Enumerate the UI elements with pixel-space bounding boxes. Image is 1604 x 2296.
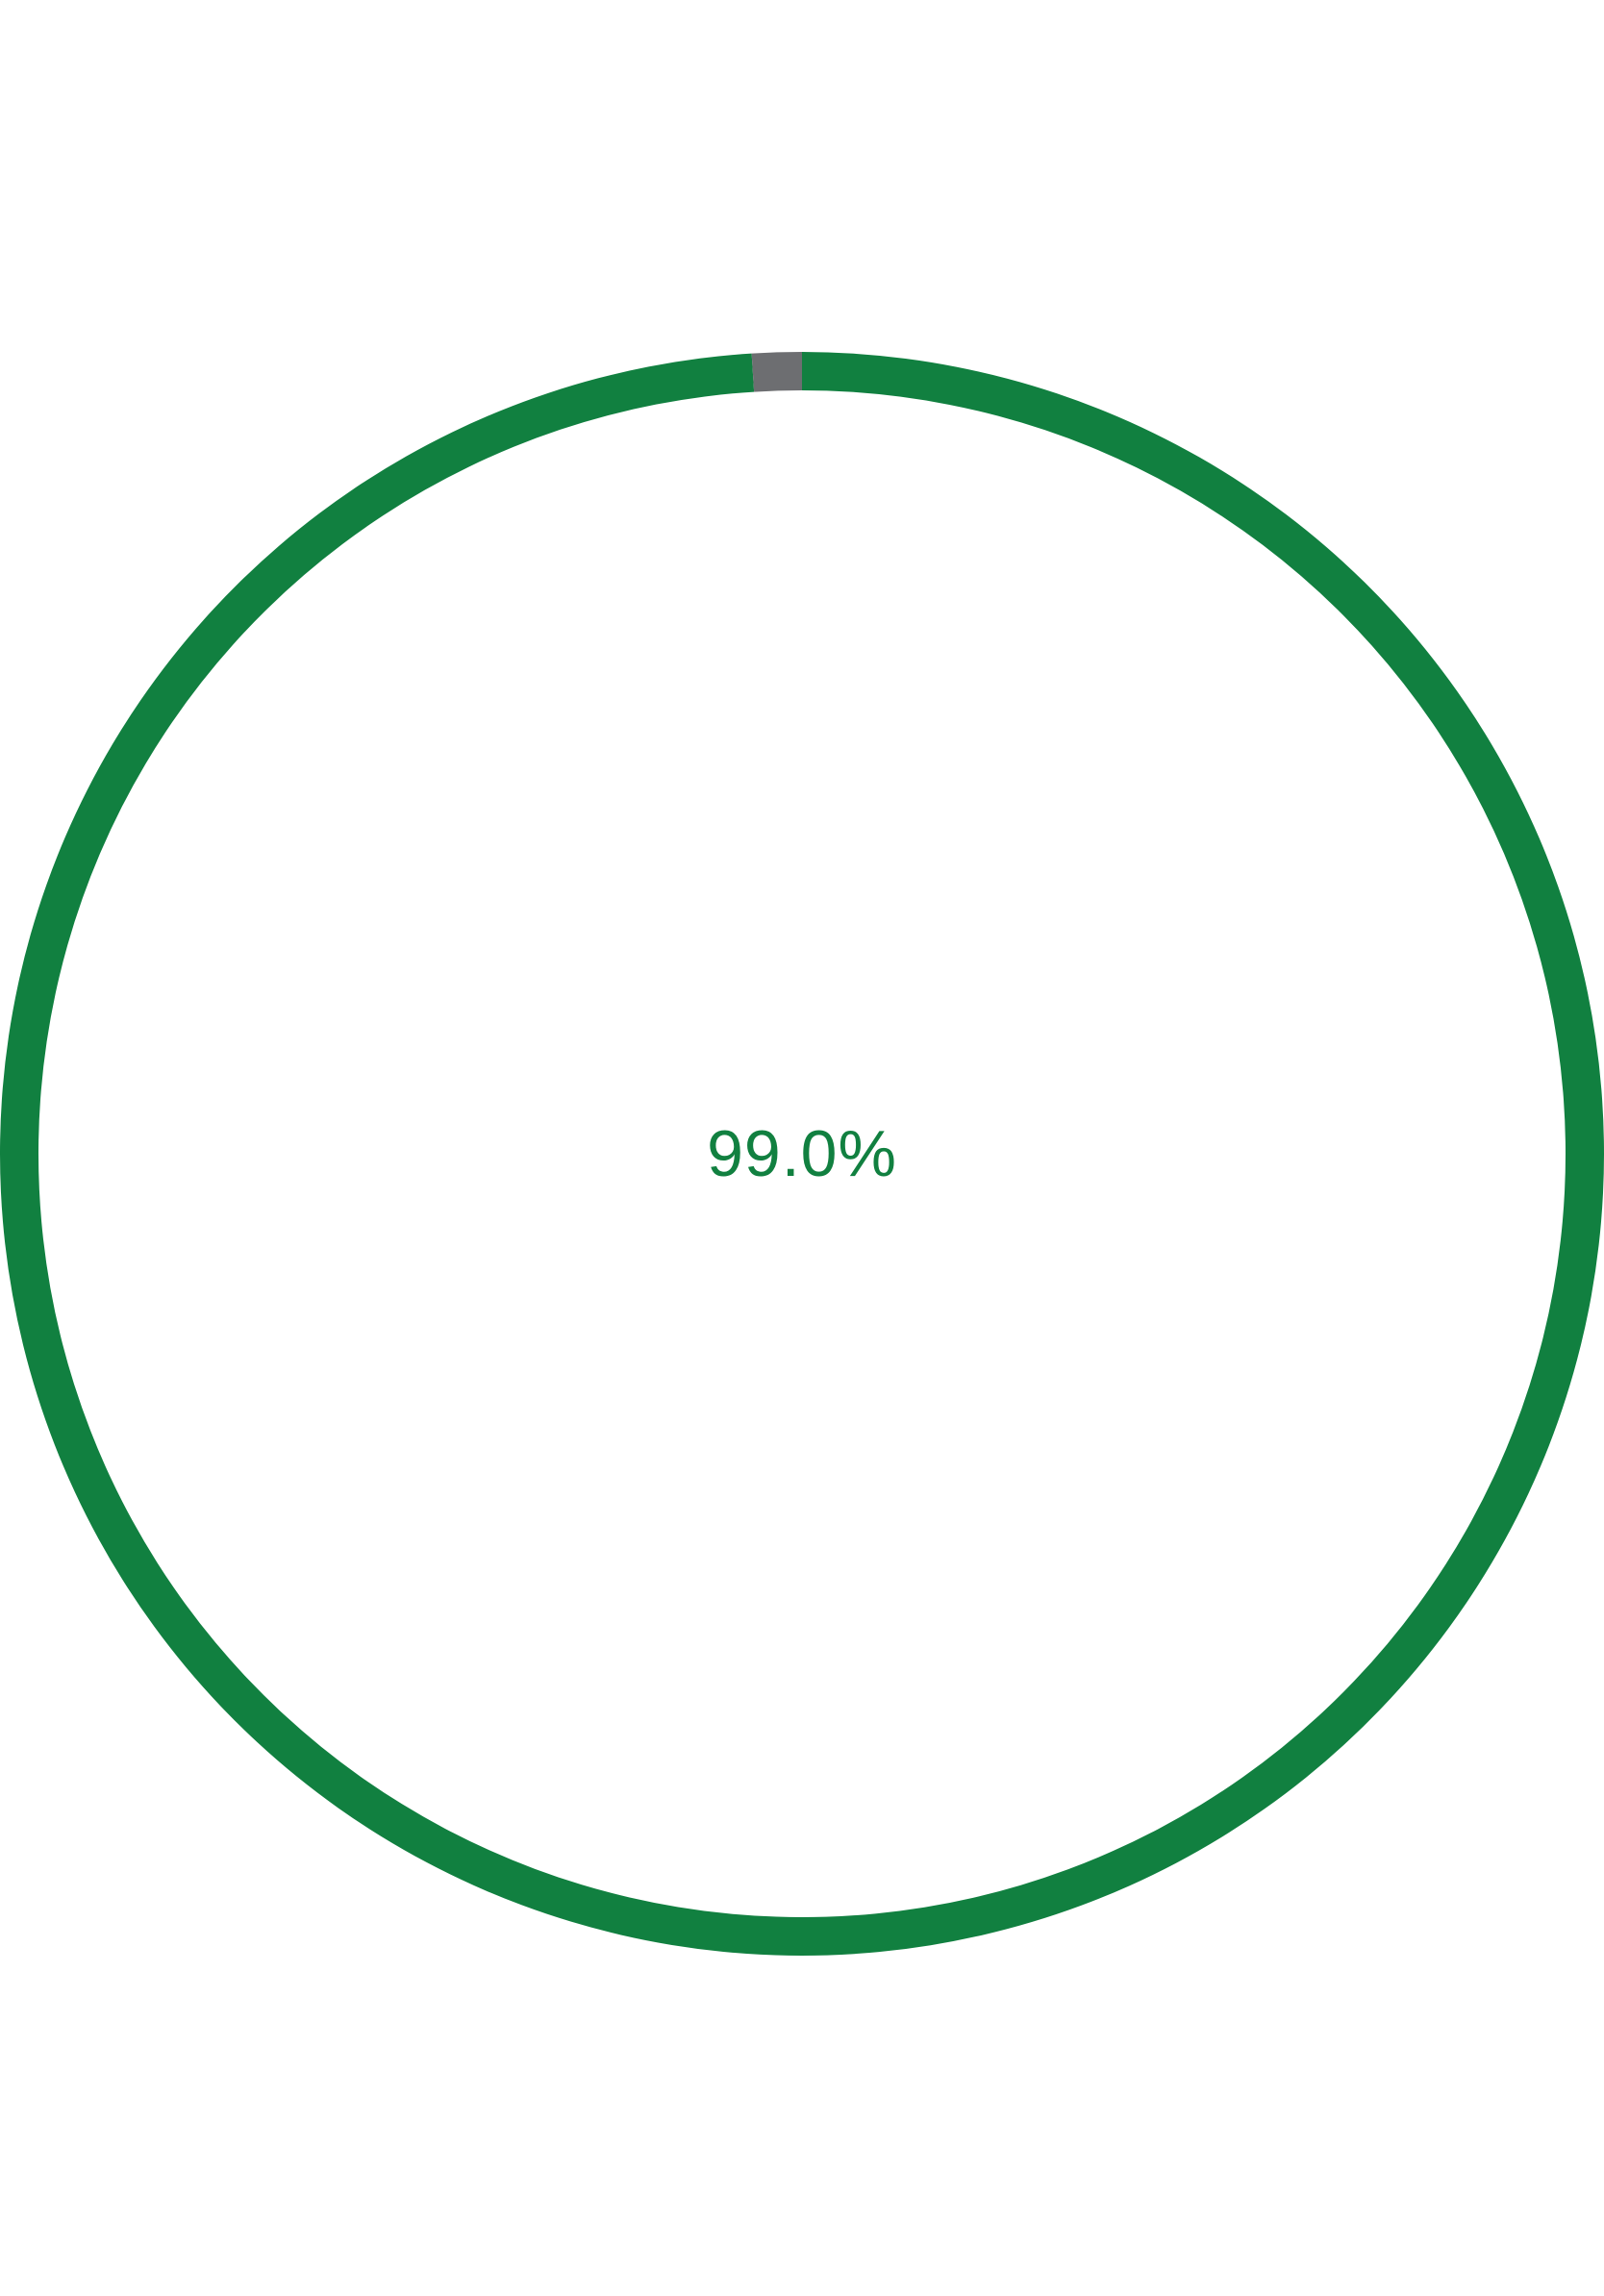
ring-segment-1: [751, 352, 802, 392]
center-percentage-label: 99.0%: [707, 1117, 897, 1190]
